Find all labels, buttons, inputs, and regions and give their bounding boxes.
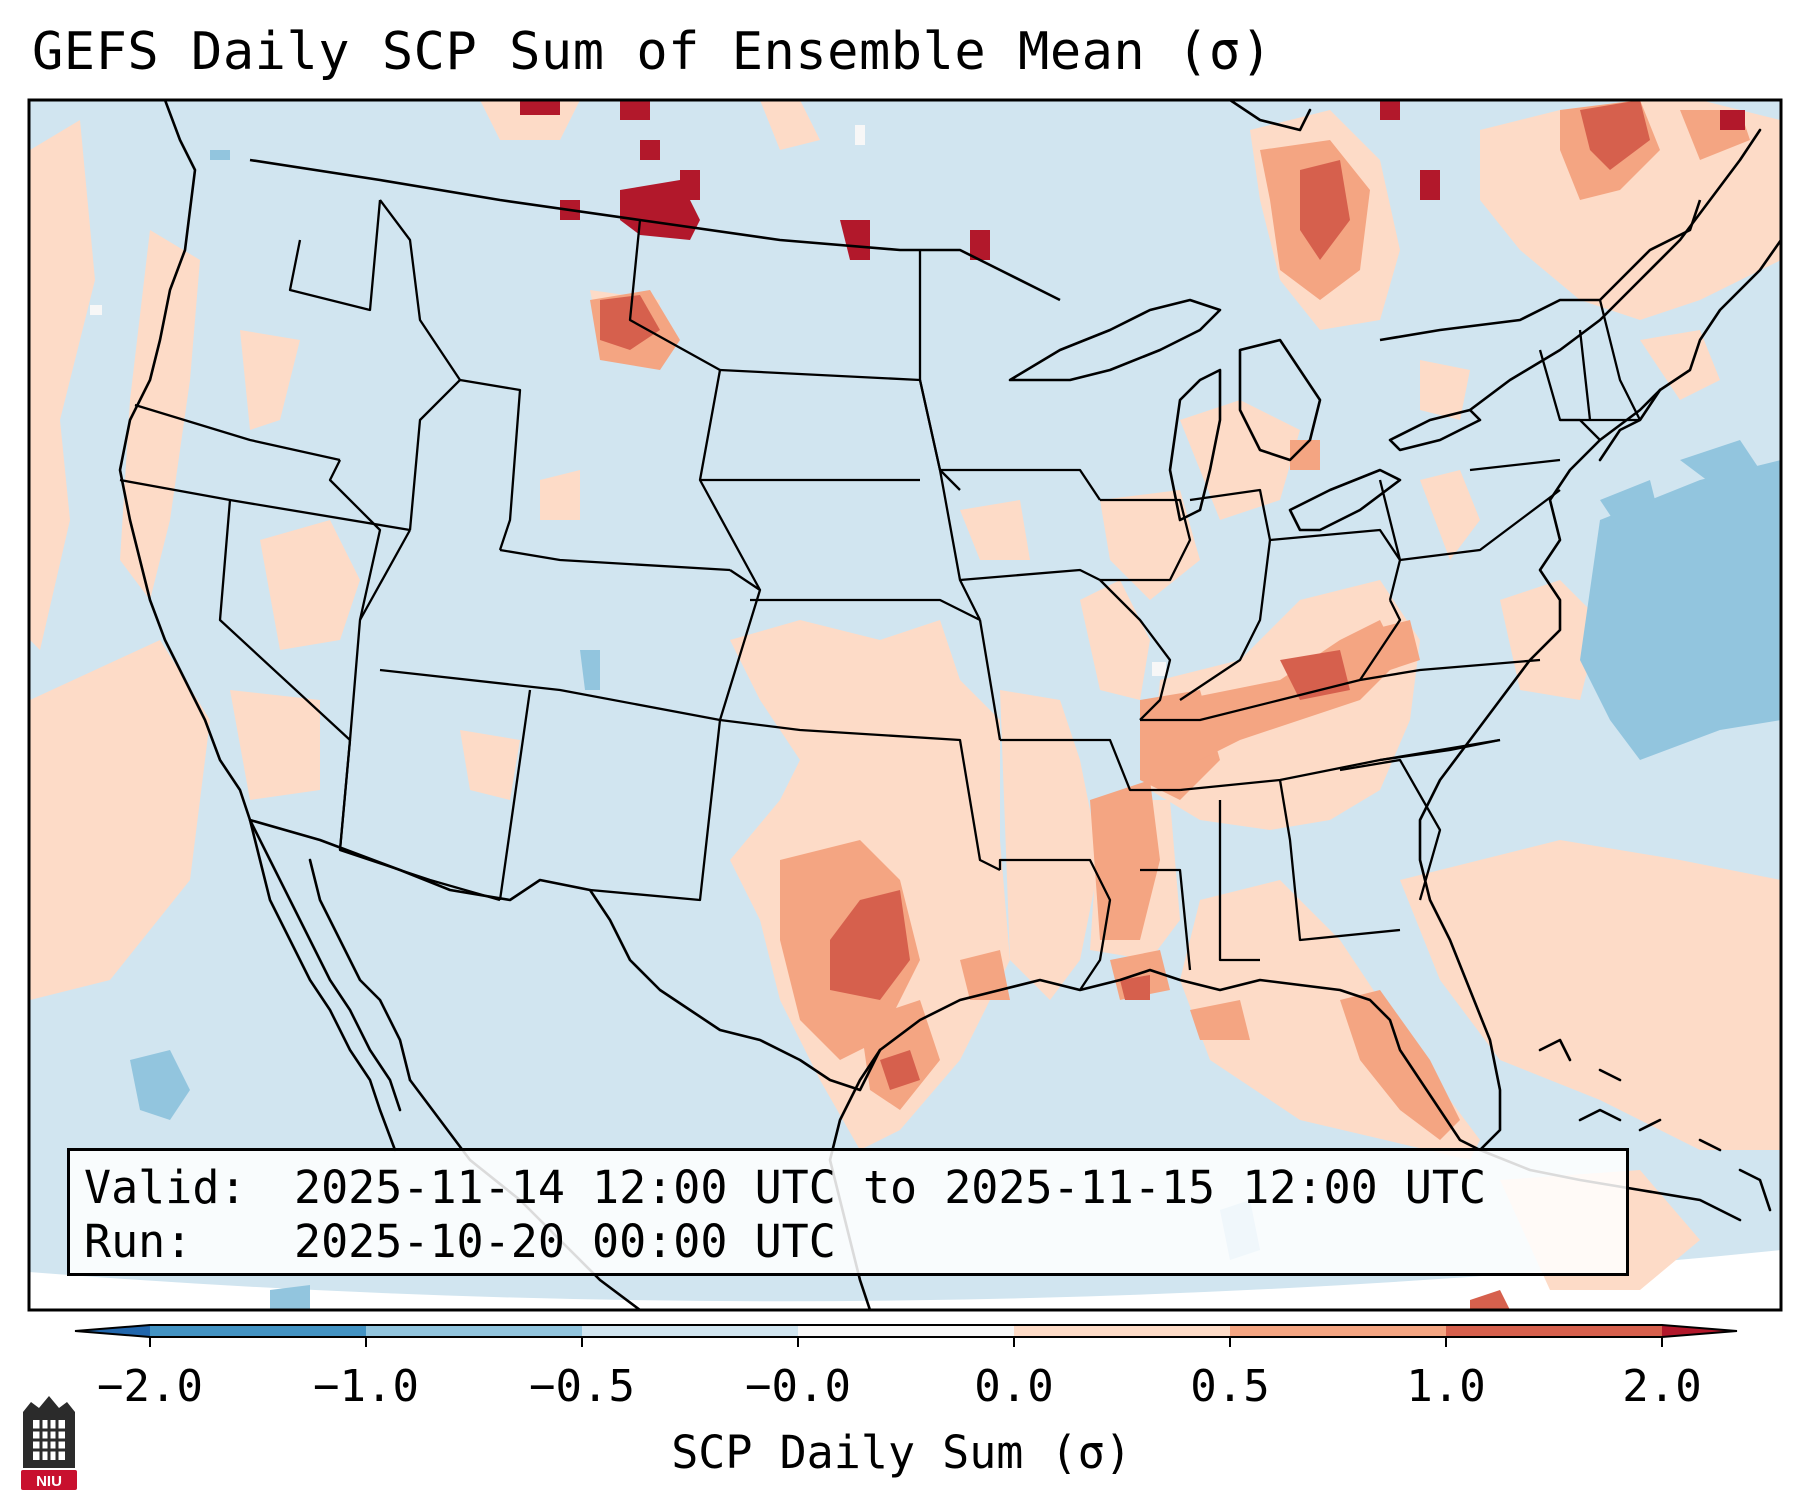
colorbar-bin: [1446, 1325, 1663, 1337]
domain-edge-left: [0, 0, 29, 100]
colorbar-bin: [1014, 1325, 1231, 1337]
colorbar-tick-label: −1.0: [313, 1361, 419, 1412]
colorbar-tick-label: −0.0: [745, 1361, 851, 1412]
field-positive-strong: [600, 100, 1650, 1310]
colorbar: [74, 1324, 1738, 1347]
field-near-zero: [90, 125, 1166, 676]
valid-value: 2025-11-14 12:00 UTC to 2025-11-15 12:00…: [294, 1161, 1487, 1214]
map-frame: [27, 98, 1783, 1312]
state-borders: [119, 199, 1642, 991]
valid-label: Valid:: [84, 1161, 247, 1214]
chart-title: GEFS Daily SCP Sum of Ensemble Mean (σ): [32, 22, 1273, 82]
colorbar-tick-label: −2.0: [97, 1361, 203, 1412]
colorbar-tick-label: 0.0: [974, 1361, 1054, 1412]
colorbar-label: SCP Daily Sum (σ): [671, 1426, 1132, 1479]
colorbar-bin: [1230, 1325, 1447, 1337]
domain-edge: [29, 1250, 1781, 1310]
colorbar-under-arrow: [75, 1325, 150, 1337]
valid-run-info-box: Valid: 2025-11-14 12:00 UTC to 2025-11-15…: [67, 1148, 1629, 1276]
colorbar-bin: [150, 1325, 367, 1337]
colorbar-tick-label: 2.0: [1622, 1361, 1702, 1412]
colorbar-bin: [798, 1325, 1015, 1337]
colorbar-bin: [582, 1325, 799, 1337]
niu-logo: NIU: [21, 1396, 77, 1490]
logo-text: NIU: [36, 1473, 62, 1490]
colorbar-bin: [366, 1325, 583, 1337]
colorbar-tick-label: −0.5: [529, 1361, 635, 1412]
field-negative: [130, 150, 1781, 1310]
run-label: Run:: [84, 1215, 193, 1268]
colorbar-tick-label: 0.5: [1190, 1361, 1270, 1412]
colorbar-over-arrow: [1662, 1325, 1737, 1337]
coastlines: [118, 100, 1781, 1310]
run-value: 2025-10-20 00:00 UTC: [294, 1215, 836, 1268]
colorbar-tick-label: 1.0: [1406, 1361, 1486, 1412]
